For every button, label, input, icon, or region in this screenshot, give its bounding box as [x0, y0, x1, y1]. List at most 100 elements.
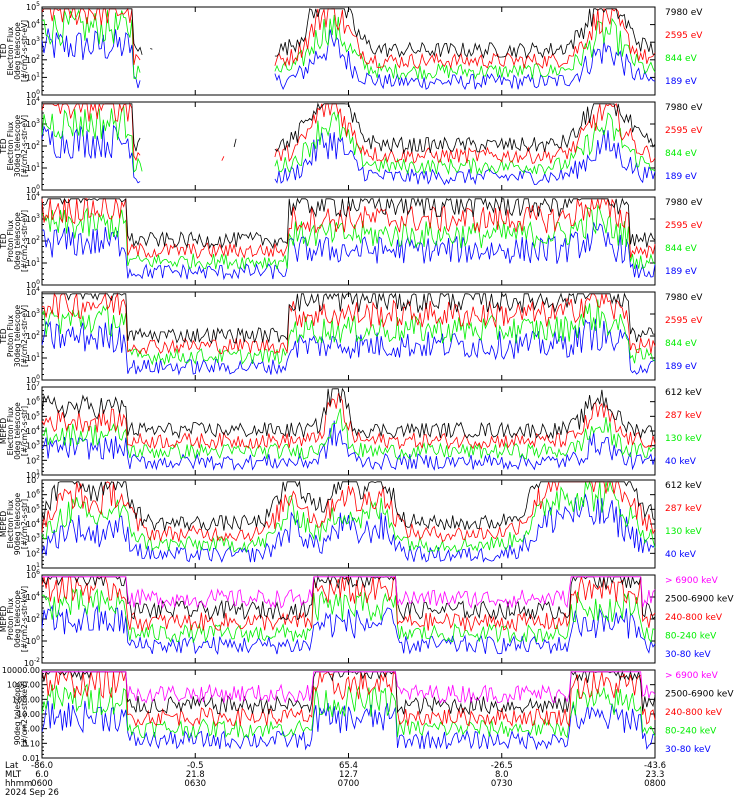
- series-line: [41, 197, 656, 250]
- y-tick-label: 104: [26, 96, 40, 107]
- legend-entry: 844 eV: [665, 54, 698, 64]
- legend-entry: > 6900 keV: [665, 576, 719, 586]
- x-row-label: Lat: [5, 761, 19, 771]
- x-tick-hhmm: 0600: [31, 779, 53, 789]
- x-tick-hhmm: 0730: [491, 779, 513, 789]
- y-tick-label: 101: [26, 162, 40, 173]
- y-tick-label: 103: [26, 533, 40, 544]
- y-tick-label: 104: [26, 518, 40, 529]
- y-axis-label: 90deg telescope: [13, 492, 22, 555]
- series-line: [41, 28, 656, 90]
- y-tick-label: 1000.00: [7, 681, 40, 690]
- legend-entry: 2595 eV: [665, 31, 703, 41]
- y-axis-label: Proton Flux: [6, 314, 15, 357]
- y-axis-label: [#/cm2-s-str-eV]: [20, 305, 29, 367]
- legend-entry: 7980 eV: [665, 103, 703, 113]
- series-line: [41, 7, 656, 69]
- legend-entry: 240-800 keV: [665, 708, 723, 718]
- legend-entry: > 6900 keV: [665, 671, 719, 681]
- y-axis-label: TED: [0, 233, 8, 249]
- y-tick-label: 106: [26, 569, 40, 580]
- y-tick-label: 100: [26, 635, 40, 646]
- series-line: [41, 575, 656, 621]
- series-line: [41, 480, 656, 532]
- y-tick-label: 101: [26, 352, 40, 363]
- legend-entry: 7980 eV: [665, 8, 703, 18]
- series-line: [41, 670, 656, 728]
- legend-entry: 189 eV: [665, 267, 698, 277]
- legend-entry: 2595 eV: [665, 221, 703, 231]
- y-axis-label: 0deg telescope: [13, 590, 22, 648]
- y-tick-label: 0.10: [22, 739, 40, 748]
- panel-frame: [41, 386, 656, 476]
- y-axis-label: Electron Flux: [6, 406, 15, 455]
- y-tick-label: 101: [26, 71, 40, 82]
- legend-entry: 7980 eV: [665, 293, 703, 303]
- series-line: [42, 8, 656, 60]
- legend-entry: 2595 eV: [665, 316, 703, 326]
- y-tick-label: 105: [26, 1, 40, 12]
- series-line: [41, 700, 656, 751]
- legend-entry: 189 eV: [665, 172, 698, 182]
- y-axis-label: [#/cm2-s-str-eV]: [20, 115, 29, 177]
- y-axis-label: [#/cm2-s-str]: [20, 406, 29, 456]
- y-axis-label: TED: [0, 43, 8, 59]
- x-tick-mlt: 12.7: [339, 770, 358, 780]
- legend-entry: 189 eV: [665, 362, 698, 372]
- y-axis-label: 90deg telescope: [13, 682, 22, 745]
- panel-frame: [41, 669, 656, 759]
- legend-entry: 287 keV: [665, 411, 702, 421]
- y-axis-label: 30deg telescope: [13, 114, 22, 177]
- y-tick-label: 100: [26, 184, 40, 195]
- y-tick-label: 107: [26, 474, 40, 485]
- y-axis-label: TED: [0, 328, 8, 344]
- legend-entry: 844 eV: [665, 149, 698, 159]
- y-axis-label: Electron Flux: [6, 121, 15, 170]
- legend-entry: 30-80 keV: [665, 745, 711, 755]
- series-line: [41, 299, 656, 366]
- series-line: [41, 124, 656, 186]
- y-tick-label: 102: [26, 140, 40, 151]
- legend-entry: 612 keV: [665, 481, 702, 491]
- y-tick-label: 104: [26, 286, 40, 297]
- y-axis-label: MEPED: [0, 606, 8, 632]
- series-line: [41, 387, 656, 440]
- y-axis-label: 0deg telescope: [13, 22, 22, 80]
- y-tick-label: 102: [26, 613, 40, 624]
- series-line: [41, 392, 656, 450]
- y-tick-label: 104: [26, 425, 40, 436]
- y-tick-label: 103: [26, 36, 40, 47]
- legend-entry: 189 eV: [665, 77, 698, 87]
- y-tick-label: 106: [26, 396, 40, 407]
- series-line: [41, 420, 656, 471]
- y-tick-label: 10-2: [24, 657, 40, 668]
- x-tick-mlt: 23.3: [646, 770, 665, 780]
- x-row-label: hhmm: [5, 779, 32, 789]
- series-line: [41, 9, 656, 81]
- x-tick-mlt: 21.8: [186, 770, 205, 780]
- y-tick-label: 101: [26, 469, 40, 480]
- y-axis-label: 0deg telescope: [13, 212, 22, 270]
- y-axis-label: [#/cm2-s-str-eV]: [20, 20, 29, 82]
- y-tick-label: 100: [26, 374, 40, 385]
- series-line: [41, 493, 656, 563]
- legend-entry: 130 keV: [665, 434, 702, 444]
- legend-entry: 130 keV: [665, 527, 702, 537]
- series-line: [41, 198, 656, 259]
- legend-entry: 240-800 keV: [665, 613, 723, 623]
- x-tick-mlt: 6.0: [35, 770, 49, 780]
- series-line: [42, 292, 656, 344]
- panel-frame: [41, 479, 656, 569]
- y-tick-label: 102: [26, 547, 40, 558]
- x-tick-hhmm: 0700: [338, 779, 360, 789]
- y-axis-label: [#/cm2-s-str-keV]: [20, 681, 29, 747]
- y-tick-label: 107: [26, 381, 40, 392]
- y-axis-label: 30deg telescope: [13, 304, 22, 367]
- x-tick-hhmm: 0800: [644, 779, 666, 789]
- x-tick-lat: -0.5: [187, 761, 204, 771]
